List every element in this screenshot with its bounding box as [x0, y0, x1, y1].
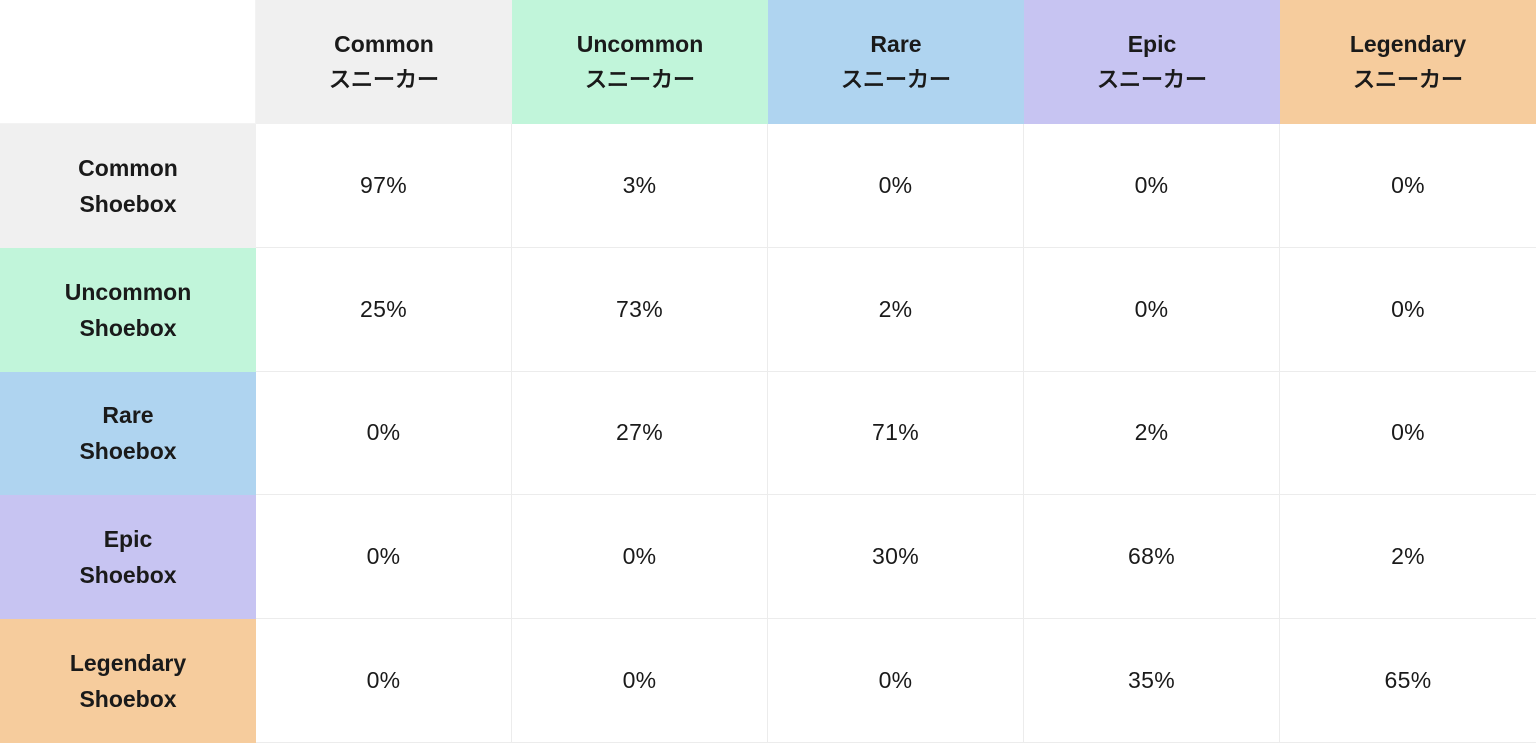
- row-header-label: Uncommon: [64, 278, 192, 305]
- probability-cell-rare-uncommon: 27%: [512, 371, 768, 496]
- probability-cell-uncommon-rare: 2%: [768, 247, 1024, 372]
- row-header-label: Rare: [102, 402, 154, 429]
- column-header-label-en: Common: [334, 30, 434, 57]
- column-header-epic-sneaker: Epic スニーカー: [1024, 0, 1280, 124]
- corner-cell: [0, 0, 256, 124]
- column-header-uncommon-sneaker: Uncommon スニーカー: [512, 0, 768, 124]
- probability-cell-legendary-uncommon: 0%: [512, 619, 768, 743]
- row-header-rare-shoebox: Rare Shoebox: [0, 371, 256, 496]
- probability-cell-uncommon-uncommon: 73%: [512, 247, 768, 372]
- row-header-label: Shoebox: [79, 562, 177, 589]
- row-header-label: Shoebox: [79, 314, 177, 341]
- column-header-label-ja: スニーカー: [328, 66, 439, 92]
- probability-cell-common-epic: 0%: [1024, 123, 1280, 248]
- probability-cell-legendary-rare: 0%: [768, 619, 1024, 743]
- column-header-label-en: Uncommon: [576, 30, 704, 57]
- probability-cell-rare-rare: 71%: [768, 371, 1024, 496]
- probability-cell-uncommon-epic: 0%: [1024, 247, 1280, 372]
- row-header-legendary-shoebox: Legendary Shoebox: [0, 619, 256, 743]
- row-header-uncommon-shoebox: Uncommon Shoebox: [0, 247, 256, 372]
- column-header-label-ja: スニーカー: [584, 66, 695, 92]
- row-header-label: Epic: [103, 526, 153, 553]
- row-header-label: Shoebox: [79, 438, 177, 465]
- probability-cell-uncommon-legendary: 0%: [1280, 247, 1536, 372]
- probability-cell-epic-common: 0%: [256, 495, 512, 620]
- probability-cell-epic-uncommon: 0%: [512, 495, 768, 620]
- row-header-label: Legendary: [69, 650, 187, 677]
- row-header-epic-shoebox: Epic Shoebox: [0, 495, 256, 620]
- column-header-common-sneaker: Common スニーカー: [256, 0, 512, 124]
- row-header-label: Shoebox: [79, 686, 177, 713]
- column-header-label-ja: スニーカー: [1352, 66, 1463, 92]
- probability-cell-common-common: 97%: [256, 123, 512, 248]
- probability-cell-uncommon-common: 25%: [256, 247, 512, 372]
- column-header-label-en: Epic: [1127, 30, 1177, 57]
- probability-cell-common-uncommon: 3%: [512, 123, 768, 248]
- column-header-label-ja: スニーカー: [840, 66, 951, 92]
- probability-cell-rare-epic: 2%: [1024, 371, 1280, 496]
- column-header-legendary-sneaker: Legendary スニーカー: [1280, 0, 1536, 124]
- row-header-label: Shoebox: [79, 190, 177, 217]
- probability-cell-legendary-common: 0%: [256, 619, 512, 743]
- column-header-label-ja: スニーカー: [1096, 66, 1207, 92]
- row-header-label: Common: [78, 154, 178, 181]
- probability-cell-legendary-legendary: 65%: [1280, 619, 1536, 743]
- probability-cell-epic-legendary: 2%: [1280, 495, 1536, 620]
- probability-cell-common-rare: 0%: [768, 123, 1024, 248]
- probability-cell-legendary-epic: 35%: [1024, 619, 1280, 743]
- probability-cell-common-legendary: 0%: [1280, 123, 1536, 248]
- probability-cell-epic-epic: 68%: [1024, 495, 1280, 620]
- row-header-common-shoebox: Common Shoebox: [0, 123, 256, 248]
- probability-cell-rare-common: 0%: [256, 371, 512, 496]
- column-header-label-en: Rare: [870, 30, 922, 57]
- column-header-label-en: Legendary: [1349, 30, 1467, 57]
- probability-cell-rare-legendary: 0%: [1280, 371, 1536, 496]
- probability-cell-epic-rare: 30%: [768, 495, 1024, 620]
- column-header-rare-sneaker: Rare スニーカー: [768, 0, 1024, 124]
